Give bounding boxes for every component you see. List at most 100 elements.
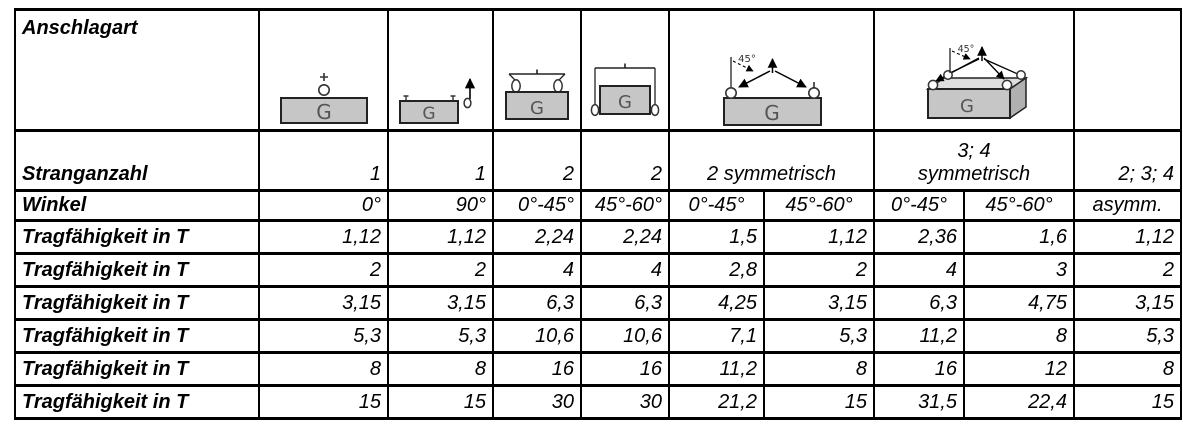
one-strand-90deg-icon: G <box>398 77 475 124</box>
capacity-cell: 8 <box>387 351 494 387</box>
load-letter: G <box>530 98 544 119</box>
two-strand-symmetric-cell: G 45° <box>668 8 875 132</box>
one-strand-90deg-cell: G <box>387 8 494 132</box>
capacity-cell: 2,24 <box>492 219 582 255</box>
strand-count-cell: 1 <box>387 129 494 192</box>
angle-cell: asymm. <box>1073 189 1182 222</box>
two-strand-symmetric-icon: G 45° <box>722 54 822 126</box>
load-letter: G <box>764 101 780 125</box>
capacity-cell: 30 <box>580 384 670 420</box>
row-label: Stranganzahl <box>14 129 260 192</box>
capacity-cell: 2,36 <box>873 219 965 255</box>
row-label: Tragfähigkeit in T <box>14 252 260 288</box>
angle-cell: 45°-60° <box>763 189 875 222</box>
capacity-cell: 12 <box>963 351 1075 387</box>
capacity-cell: 5,3 <box>387 318 494 354</box>
strand-count-cell: 2; 3; 4 <box>1073 129 1182 192</box>
row-label: Tragfähigkeit in T <box>14 351 260 387</box>
strand-count-cell: 1 <box>258 129 389 192</box>
capacity-cell: 6,3 <box>580 285 670 321</box>
capacity-cell: 10,6 <box>492 318 582 354</box>
capacity-cell: 8 <box>1073 351 1182 387</box>
row-label: Tragfähigkeit in T <box>14 219 260 255</box>
capacity-cell: 3 <box>963 252 1075 288</box>
load-letter: G <box>316 100 332 124</box>
capacity-cell: 1,6 <box>963 219 1075 255</box>
capacity-cell: 4,25 <box>668 285 765 321</box>
three-four-strand-symmetric-cell: G 45° <box>873 8 1075 132</box>
capacity-cell: 31,5 <box>873 384 965 420</box>
capacity-cell: 5,3 <box>1073 318 1182 354</box>
capacity-cell: 8 <box>763 351 875 387</box>
capacity-cell: 7,1 <box>668 318 765 354</box>
capacity-cell: 11,2 <box>668 351 765 387</box>
load-letter: G <box>422 104 435 124</box>
strand-count-cell: 3; 4 symmetrisch <box>873 129 1075 192</box>
capacity-cell: 15 <box>258 384 389 420</box>
capacity-cell: 8 <box>963 318 1075 354</box>
two-strand-basket-cell: G <box>580 8 670 132</box>
capacity-cell: 4 <box>873 252 965 288</box>
three-four-strand-symmetric-icon: G 45° <box>925 44 1029 120</box>
capacity-cell: 2 <box>1073 252 1182 288</box>
strand-count-cell: 2 <box>580 129 670 192</box>
capacity-cell: 1,5 <box>668 219 765 255</box>
winkel-row: Winkel 0° 90° 0°-45° 45°-60° 0°-45° 45°-… <box>14 189 1182 222</box>
capacity-row: Tragfähigkeit in T 1,12 1,12 2,24 2,24 1… <box>14 219 1182 255</box>
capacity-cell: 4 <box>580 252 670 288</box>
capacity-cell: 6,3 <box>873 285 965 321</box>
header-empty-cell <box>1073 8 1182 132</box>
capacity-cell: 2,24 <box>580 219 670 255</box>
capacity-cell: 22,4 <box>963 384 1075 420</box>
capacity-row: Tragfähigkeit in T 5,3 5,3 10,6 10,6 7,1… <box>14 318 1182 354</box>
capacity-cell: 4,75 <box>963 285 1075 321</box>
capacity-cell: 5,3 <box>258 318 389 354</box>
capacity-cell: 2 <box>258 252 389 288</box>
capacity-cell: 1,12 <box>763 219 875 255</box>
capacity-row: Tragfähigkeit in T 3,15 3,15 6,3 6,3 4,2… <box>14 285 1182 321</box>
capacity-row: Tragfähigkeit in T 8 8 16 16 11,2 8 16 1… <box>14 351 1182 387</box>
anschlagart-label: Anschlagart <box>14 8 260 132</box>
capacity-cell: 6,3 <box>492 285 582 321</box>
one-strand-vertical-icon: G <box>279 73 368 124</box>
angle-cell: 45°-60° <box>963 189 1075 222</box>
load-capacity-table: Anschlagart G G <box>14 8 1182 420</box>
load-letter: G <box>618 92 632 113</box>
angle-cell: 0°-45° <box>668 189 765 222</box>
capacity-cell: 21,2 <box>668 384 765 420</box>
angle-cell: 0°-45° <box>492 189 582 222</box>
capacity-cell: 4 <box>492 252 582 288</box>
row-label: Winkel <box>14 189 260 222</box>
two-strand-basket-icon: G <box>590 63 660 117</box>
capacity-cell: 10,6 <box>580 318 670 354</box>
strand-count-cell: 2 symmetrisch <box>668 129 875 192</box>
angle-label: 45° <box>738 54 756 65</box>
capacity-cell: 15 <box>1073 384 1182 420</box>
header-row: Anschlagart G G <box>14 8 1182 132</box>
capacity-cell: 15 <box>763 384 875 420</box>
capacity-cell: 3,15 <box>258 285 389 321</box>
capacity-cell: 2 <box>387 252 494 288</box>
angle-cell: 0°-45° <box>873 189 965 222</box>
capacity-cell: 3,15 <box>763 285 875 321</box>
row-label: Tragfähigkeit in T <box>14 384 260 420</box>
capacity-cell: 30 <box>492 384 582 420</box>
strand-count-cell: 2 <box>492 129 582 192</box>
capacity-row: Tragfähigkeit in T 2 2 4 4 2,8 2 4 3 2 <box>14 252 1182 288</box>
row-label: Tragfähigkeit in T <box>14 285 260 321</box>
capacity-cell: 11,2 <box>873 318 965 354</box>
load-letter: G <box>960 96 974 117</box>
capacity-cell: 16 <box>873 351 965 387</box>
capacity-cell: 5,3 <box>763 318 875 354</box>
one-strand-vertical-cell: G <box>258 8 389 132</box>
capacity-cell: 2,8 <box>668 252 765 288</box>
capacity-cell: 1,12 <box>387 219 494 255</box>
angle-cell: 0° <box>258 189 389 222</box>
capacity-cell: 16 <box>492 351 582 387</box>
angle-cell: 45°-60° <box>580 189 670 222</box>
capacity-cell: 3,15 <box>1073 285 1182 321</box>
capacity-cell: 2 <box>763 252 875 288</box>
angle-label: 45° <box>958 44 975 55</box>
capacity-cell: 3,15 <box>387 285 494 321</box>
two-strand-vertical-cell: G <box>492 8 582 132</box>
